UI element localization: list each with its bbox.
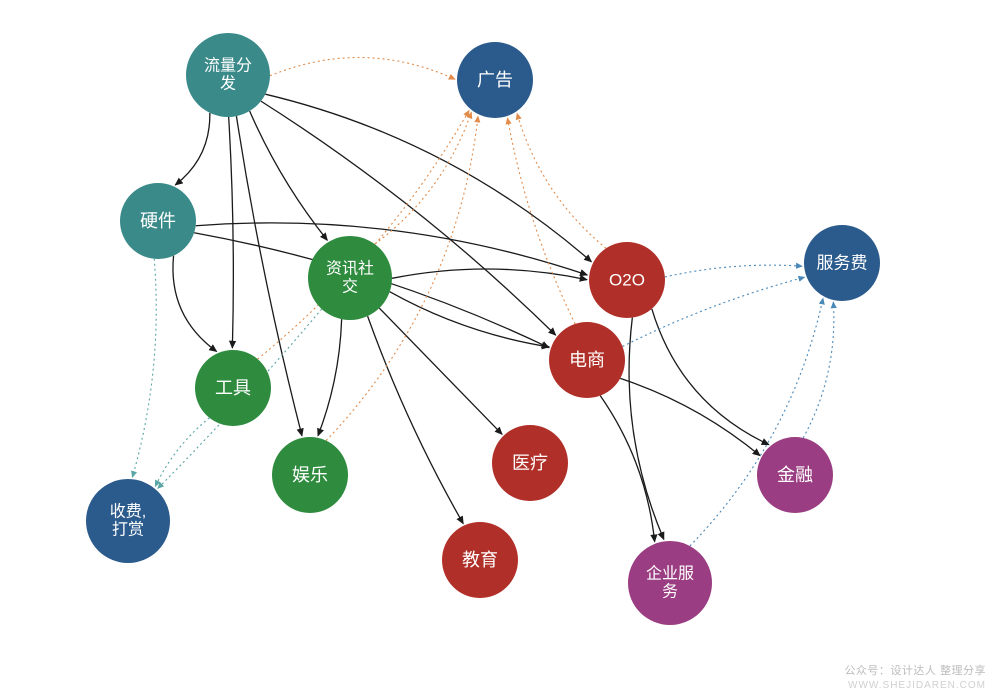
edge-traffic-to-tool: [229, 117, 234, 348]
edge-o2o-to-finance: [652, 309, 769, 445]
node-label-ent: 娱乐: [292, 465, 328, 485]
edge-traffic-to-info: [250, 111, 328, 240]
edge-traffic-to-o2o: [265, 94, 591, 262]
edge-traffic-to-hardware: [175, 113, 210, 185]
node-ad: 广告: [457, 42, 533, 118]
node-finance: 金融: [757, 437, 833, 513]
edge-ecom-to-ent_serv: [600, 396, 654, 542]
node-ent_serv: 企业服务: [628, 541, 712, 625]
edges-layer: [132, 57, 833, 546]
node-o2o: O2O: [589, 242, 665, 318]
edge-info-to-medical: [379, 308, 502, 434]
edge-info-to-ad: [375, 112, 472, 244]
node-edu: 教育: [442, 522, 518, 598]
node-label-ent_serv: 务: [662, 583, 678, 601]
edge-info-to-o2o: [392, 269, 587, 280]
node-label-o2o: O2O: [609, 271, 645, 290]
node-info: 资讯社交: [308, 236, 392, 320]
node-label-traffic: 流量分: [204, 56, 252, 74]
node-label-edu: 教育: [462, 550, 498, 570]
edge-traffic-to-ecom: [261, 101, 556, 335]
node-label-ad: 广告: [477, 70, 513, 90]
node-label-medical: 医疗: [512, 453, 548, 473]
footer-line-1: 公众号：设计达人 整理分享: [844, 664, 986, 679]
edge-info-to-ent: [318, 319, 342, 436]
node-medical: 医疗: [492, 425, 568, 501]
node-label-info: 资讯社: [326, 259, 374, 277]
node-label-finance: 金融: [777, 465, 813, 485]
network-diagram: 流量分发广告硬件资讯社交O2O服务费工具电商娱乐医疗金融收费,打赏教育企业服务: [0, 0, 1000, 700]
node-pay: 收费,打赏: [86, 479, 170, 563]
edge-ecom-to-finance: [620, 378, 760, 455]
edge-info-to-ecom: [390, 292, 550, 347]
edge-traffic-to-ad: [270, 57, 455, 79]
footer-credit: 公众号：设计达人 整理分享 WWW.SHEJIDAREN.COM: [844, 664, 986, 692]
edge-hardware-to-tool: [173, 256, 217, 352]
node-traffic: 流量分发: [186, 33, 270, 117]
footer-line-2: WWW.SHEJIDAREN.COM: [844, 679, 986, 693]
edge-tool-to-pay: [155, 418, 209, 487]
node-label-servfee: 服务费: [817, 254, 868, 273]
edge-info-to-edu: [368, 316, 464, 524]
node-label-ent_serv: 企业服: [646, 564, 694, 582]
node-label-info: 交: [342, 278, 358, 296]
edge-hardware-to-pay: [132, 259, 156, 477]
node-label-ecom: 电商: [569, 350, 605, 370]
edge-o2o-to-ent_serv: [629, 318, 664, 540]
edge-o2o-to-servfee: [665, 265, 802, 277]
node-label-hardware: 硬件: [140, 211, 176, 231]
nodes-layer: 流量分发广告硬件资讯社交O2O服务费工具电商娱乐医疗金融收费,打赏教育企业服务: [86, 33, 880, 625]
edge-o2o-to-ad: [517, 113, 606, 248]
node-servfee: 服务费: [804, 225, 880, 301]
node-ecom: 电商: [549, 322, 625, 398]
node-label-pay: 收费,: [110, 502, 146, 520]
node-tool: 工具: [195, 350, 271, 426]
node-label-pay: 打赏: [112, 521, 144, 539]
edge-finance-to-servfee: [803, 302, 834, 438]
node-hardware: 硬件: [120, 183, 196, 259]
edge-tool-to-ad: [258, 110, 469, 359]
node-label-tool: 工具: [215, 378, 251, 398]
node-label-traffic: 发: [220, 75, 236, 93]
node-ent: 娱乐: [272, 437, 348, 513]
